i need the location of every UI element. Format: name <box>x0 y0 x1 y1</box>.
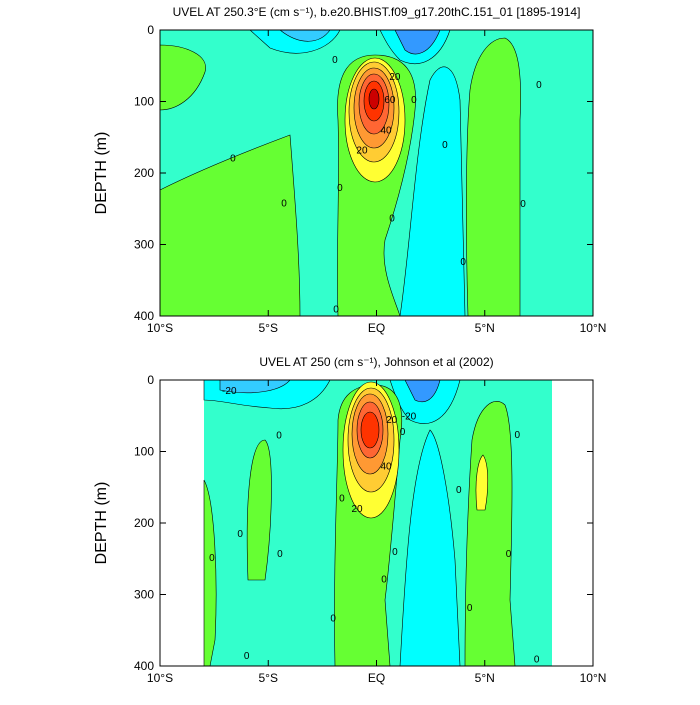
contour-label: 0 <box>400 427 406 438</box>
x-tick-label: 10°S <box>147 321 173 335</box>
contour-label: 0 <box>244 651 250 662</box>
x-tick-label: 10°S <box>147 671 173 685</box>
contour-label: -20 <box>222 386 237 397</box>
x-tick-label: 5°S <box>259 321 278 335</box>
contour-label: 0 <box>536 80 542 91</box>
contour-label: 0 <box>467 603 473 614</box>
y-tick-label: 300 <box>134 588 154 602</box>
x-tick-label: 10°N <box>580 671 607 685</box>
y-axis-label: DEPTH (m) <box>93 482 110 565</box>
contour-label: 20 <box>356 146 368 157</box>
contour-label: 60 <box>384 95 396 106</box>
contour-label: 0 <box>209 553 215 564</box>
x-tick-label: 5°S <box>259 671 278 685</box>
y-tick-label: 0 <box>147 373 154 387</box>
x-tick-label: EQ <box>368 671 385 685</box>
y-tick-label: 100 <box>134 95 154 109</box>
contour-label: 40 <box>380 126 392 137</box>
x-tick-label: EQ <box>368 321 385 335</box>
contour-label: 0 <box>520 199 526 210</box>
contour-fill <box>159 29 593 317</box>
contour-label: 0 <box>330 614 336 625</box>
contour-label: 0 <box>392 547 398 558</box>
contour-label: 0 <box>333 304 339 315</box>
contour-label: 0 <box>460 257 466 268</box>
contour-label: 0 <box>230 153 236 164</box>
contour-label: 40 <box>380 461 392 472</box>
contour-label: 0 <box>276 431 282 442</box>
contour-label: 0 <box>506 549 512 560</box>
contour-label: 0 <box>534 654 540 665</box>
contour-label: 0 <box>339 493 345 504</box>
contour-label: 0 <box>456 485 462 496</box>
chart-title: UVEL AT 250.3°E (cm s⁻¹), b.e20.BHIST.f0… <box>173 5 581 19</box>
y-tick-label: 200 <box>134 516 154 530</box>
y-tick-label: 400 <box>134 659 154 673</box>
contour-label: 20 <box>351 504 363 515</box>
contour-label: 0 <box>514 430 520 441</box>
y-tick-label: 300 <box>134 238 154 252</box>
x-tick-label: 5°N <box>475 321 495 335</box>
contour-label: 20 <box>386 415 398 426</box>
contour-label: 0 <box>411 95 417 106</box>
contour-label: 0 <box>381 574 387 585</box>
y-tick-label: 0 <box>147 23 154 37</box>
chart-title: UVEL AT 250 (cm s⁻¹), Johnson et al (200… <box>259 355 493 369</box>
x-tick-label: 10°N <box>580 321 607 335</box>
x-tick-label: 5°N <box>475 671 495 685</box>
contour-label: 0 <box>389 214 395 225</box>
y-tick-label: 400 <box>134 309 154 323</box>
contour-label: 0 <box>442 140 448 151</box>
contour-label: 0 <box>332 55 338 66</box>
contour-label: 0 <box>237 529 243 540</box>
contour-label: 0 <box>337 183 343 194</box>
contour-label: 0 <box>281 199 287 210</box>
y-tick-label: 200 <box>134 166 154 180</box>
contour-fill <box>203 379 552 667</box>
contour-label: -20 <box>402 411 417 422</box>
contour-label: 0 <box>277 549 283 560</box>
y-axis-label: DEPTH (m) <box>93 132 110 215</box>
y-tick-label: 100 <box>134 445 154 459</box>
contour-label: 20 <box>389 72 401 83</box>
